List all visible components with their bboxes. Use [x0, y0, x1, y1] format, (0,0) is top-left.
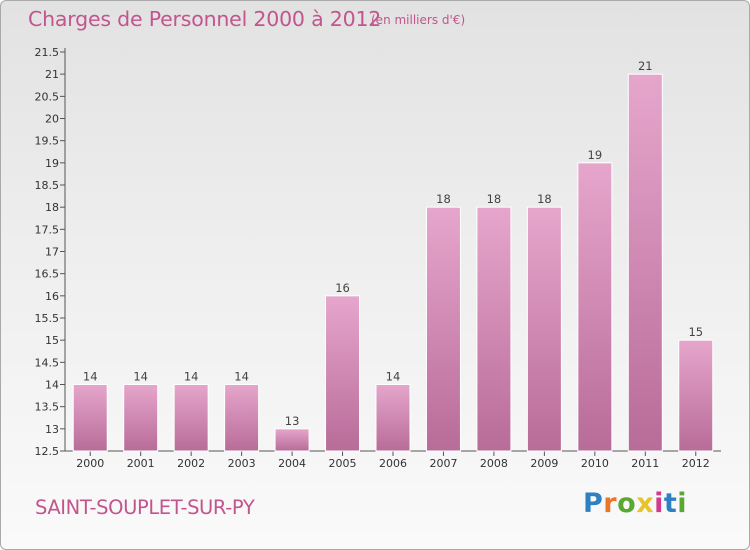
y-tick-label: 12.5 — [35, 445, 60, 458]
bar-2000 — [73, 385, 107, 452]
data-label-2005: 16 — [335, 281, 350, 295]
x-tick-label-2007: 2007 — [429, 457, 457, 470]
x-tick-label-2009: 2009 — [530, 457, 558, 470]
chart-bars — [73, 74, 713, 451]
x-tick-label-2001: 2001 — [127, 457, 155, 470]
y-tick-label: 21.5 — [35, 46, 60, 59]
proxiti-logo[interactable]: Proxiti — [583, 488, 687, 519]
logo-letter: P — [583, 488, 603, 519]
data-label-2009: 18 — [537, 192, 552, 206]
y-tick-label: 15.5 — [35, 312, 60, 325]
data-label-2011: 21 — [638, 59, 653, 73]
x-tick-label-2010: 2010 — [581, 457, 609, 470]
data-label-2002: 14 — [184, 370, 199, 384]
bar-2003 — [225, 385, 259, 452]
bar-2006 — [376, 385, 410, 452]
y-tick-label: 14.5 — [35, 356, 60, 369]
logo-letter: t — [664, 488, 677, 519]
logo-letter: i — [654, 488, 664, 519]
bar-2009 — [527, 207, 561, 451]
x-tick-label-2012: 2012 — [682, 457, 710, 470]
logo-letter: i — [677, 488, 687, 519]
y-tick-label: 19.5 — [35, 135, 60, 148]
y-tick-label: 21 — [45, 68, 59, 81]
logo-letter: r — [603, 488, 617, 519]
data-label-2008: 18 — [487, 192, 502, 206]
data-label-2000: 14 — [83, 370, 98, 384]
x-tick-label-2011: 2011 — [631, 457, 659, 470]
bar-2004 — [275, 429, 309, 451]
x-tick-label-2008: 2008 — [480, 457, 508, 470]
bar-2008 — [477, 207, 511, 451]
data-label-2012: 15 — [688, 325, 703, 339]
y-tick-label: 19 — [45, 157, 59, 170]
y-tick-label: 18 — [45, 201, 59, 214]
data-label-2007: 18 — [436, 192, 451, 206]
y-tick-label: 18.5 — [35, 179, 60, 192]
data-label-2001: 14 — [133, 370, 148, 384]
x-tick-label-2000: 2000 — [76, 457, 104, 470]
y-tick-label: 17 — [45, 246, 59, 259]
y-tick-label: 13 — [45, 423, 59, 436]
y-tick-label: 13.5 — [35, 401, 60, 414]
bar-2002 — [174, 385, 208, 452]
y-tick-label: 20.5 — [35, 90, 60, 103]
data-label-2004: 13 — [285, 414, 300, 428]
data-label-2006: 14 — [386, 370, 401, 384]
x-tick-label-2005: 2005 — [329, 457, 357, 470]
y-tick-label: 16.5 — [35, 268, 60, 281]
x-tick-label-2003: 2003 — [228, 457, 256, 470]
bar-2010 — [578, 163, 612, 451]
x-tick-label-2006: 2006 — [379, 457, 407, 470]
y-tick-label: 20 — [45, 113, 59, 126]
bar-2012 — [679, 340, 713, 451]
logo-letter: x — [636, 488, 654, 519]
data-label-2010: 19 — [588, 148, 603, 162]
y-tick-label: 14 — [45, 379, 59, 392]
data-label-2003: 14 — [234, 370, 249, 384]
y-tick-label: 15 — [45, 334, 59, 347]
bar-2001 — [124, 385, 158, 452]
y-tick-label: 16 — [45, 290, 59, 303]
logo-letter: o — [617, 488, 636, 519]
x-tick-label-2002: 2002 — [177, 457, 205, 470]
bar-2005 — [326, 296, 360, 451]
bar-2011 — [628, 74, 662, 451]
x-tick-label-2004: 2004 — [278, 457, 306, 470]
commune-name: SAINT-SOUPLET-SUR-PY — [35, 496, 254, 519]
y-tick-label: 17.5 — [35, 223, 60, 236]
bar-2007 — [426, 207, 460, 451]
